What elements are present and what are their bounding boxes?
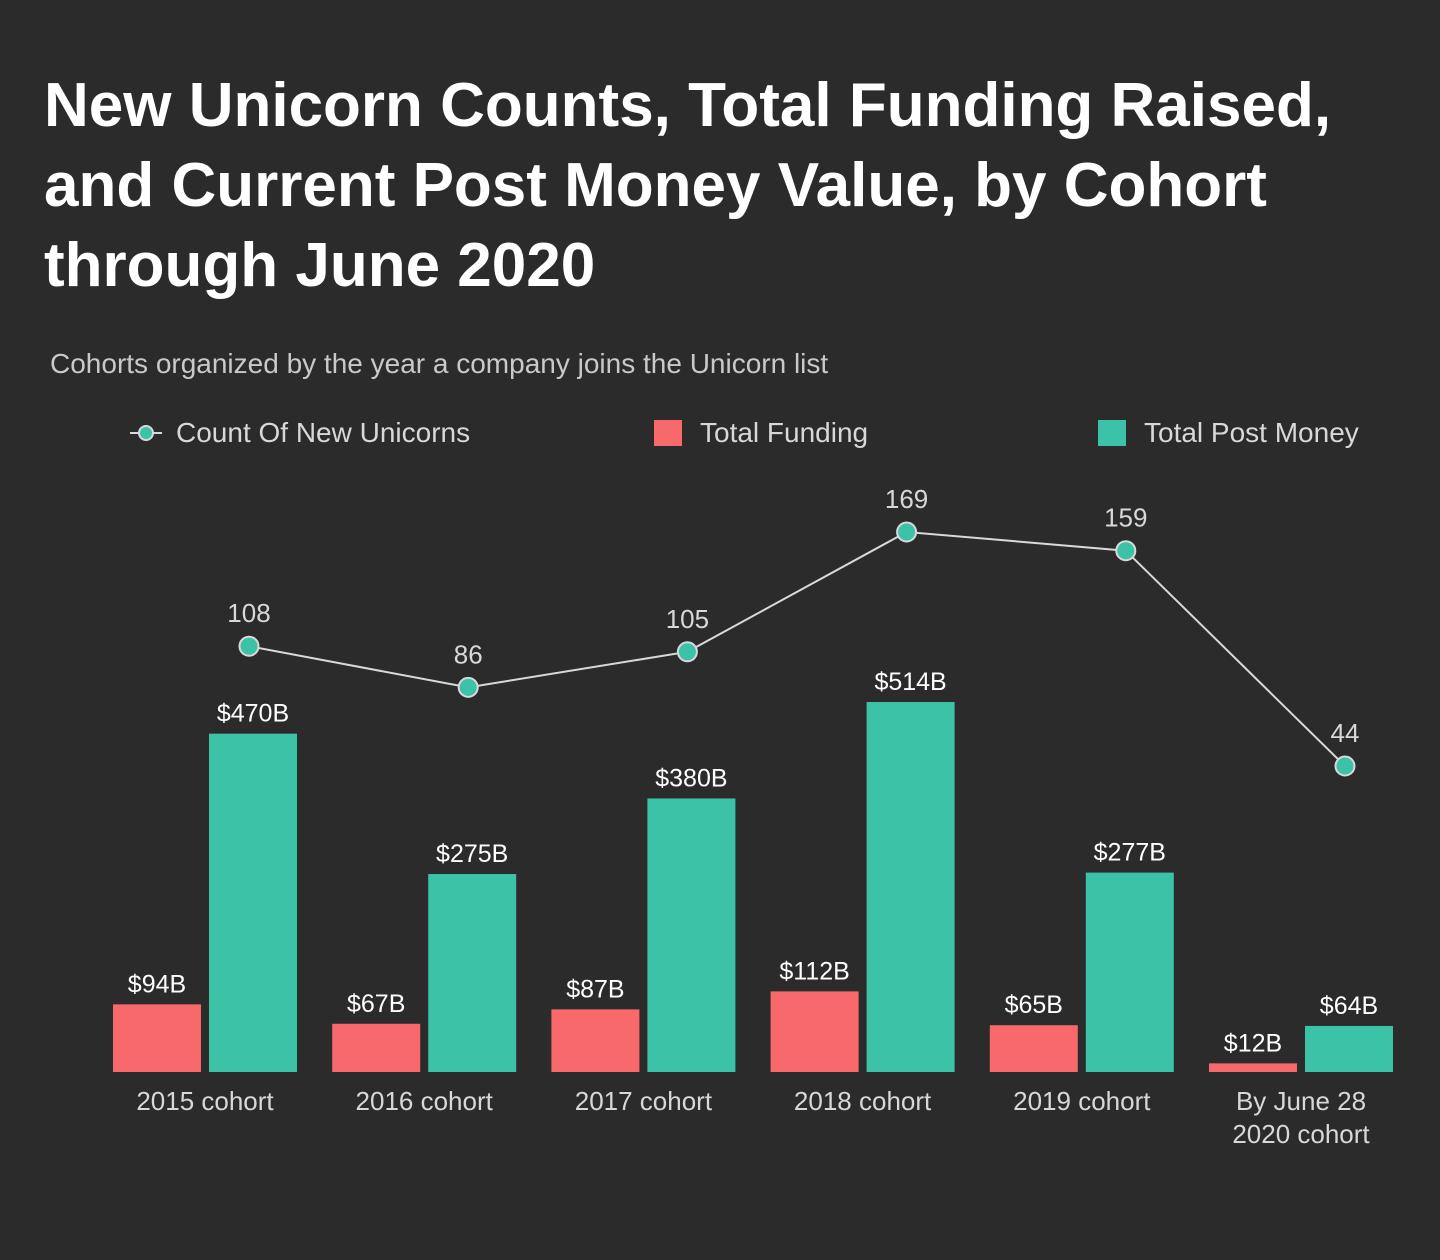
funding-data-label: $12B	[1224, 1029, 1282, 1057]
post-money-data-label: $514B	[874, 668, 946, 696]
chart-legend: Count Of New Unicorns Total Funding Tota…	[0, 410, 1440, 456]
category-tick-label: By June 28	[1236, 1086, 1366, 1116]
count-data-label: 169	[885, 484, 928, 514]
legend-swatch-funding	[654, 420, 682, 446]
count-data-label: 159	[1104, 503, 1147, 533]
count-data-label: 86	[454, 639, 483, 669]
legend-item-count[interactable]: Count Of New Unicorns	[130, 410, 470, 456]
count-point	[1115, 540, 1137, 562]
count-data-label: 108	[227, 598, 270, 628]
count-data-label: 44	[1331, 718, 1360, 748]
chart-subtitle: Cohorts organized by the year a company …	[50, 348, 829, 379]
funding-data-label: $65B	[1005, 991, 1063, 1019]
post-money-bar	[1305, 1025, 1393, 1072]
count-point	[238, 635, 260, 657]
category-tick-label: 2019 cohort	[1013, 1086, 1151, 1116]
post-money-bar	[428, 874, 517, 1072]
post-money-bar	[1085, 872, 1174, 1072]
legend-label-count: Count Of New Unicorns	[176, 417, 471, 448]
count-data-label: 105	[666, 604, 709, 634]
post-money-bar	[866, 702, 955, 1072]
legend-swatch-post-money	[1098, 420, 1126, 446]
post-money-bar	[647, 798, 736, 1072]
funding-data-label: $94B	[128, 970, 186, 998]
post-money-data-label: $470B	[217, 700, 289, 728]
post-money-data-label: $380B	[655, 764, 727, 792]
chart-title: New Unicorn Counts, Total Funding Raised…	[44, 71, 1332, 300]
count-point	[896, 521, 918, 543]
funding-bar	[989, 1025, 1078, 1072]
legend-item-funding[interactable]: Total Funding	[654, 410, 868, 456]
funding-bar	[332, 1023, 421, 1072]
funding-data-label: $112B	[779, 957, 849, 985]
category-tick-label: 2020 cohort	[1232, 1119, 1370, 1149]
category-tick-label: 2017 cohort	[575, 1086, 713, 1116]
funding-bar	[113, 1004, 201, 1072]
post-money-data-label: $277B	[1094, 839, 1166, 867]
count-point	[457, 676, 479, 698]
funding-data-label: $87B	[566, 975, 624, 1003]
count-line	[248, 530, 1346, 767]
category-tick-label: 2018 cohort	[794, 1086, 932, 1116]
funding-data-label: $67B	[347, 990, 405, 1018]
legend-label-funding: Total Funding	[700, 417, 869, 448]
legend-line-marker-icon	[130, 423, 162, 443]
post-money-bar	[209, 733, 297, 1072]
funding-bar	[551, 1009, 640, 1072]
count-point	[1334, 755, 1356, 777]
legend-item-post-money[interactable]: Total Post Money	[1098, 410, 1359, 456]
legend-label-post-money: Total Post Money	[1144, 417, 1359, 448]
funding-bar	[1209, 1063, 1297, 1072]
category-tick-label: 2016 cohort	[356, 1086, 494, 1116]
post-money-data-label: $275B	[436, 840, 508, 868]
funding-bar	[770, 991, 859, 1072]
count-point	[676, 641, 698, 663]
post-money-data-label: $64B	[1320, 992, 1378, 1020]
category-tick-label: 2015 cohort	[136, 1086, 274, 1116]
